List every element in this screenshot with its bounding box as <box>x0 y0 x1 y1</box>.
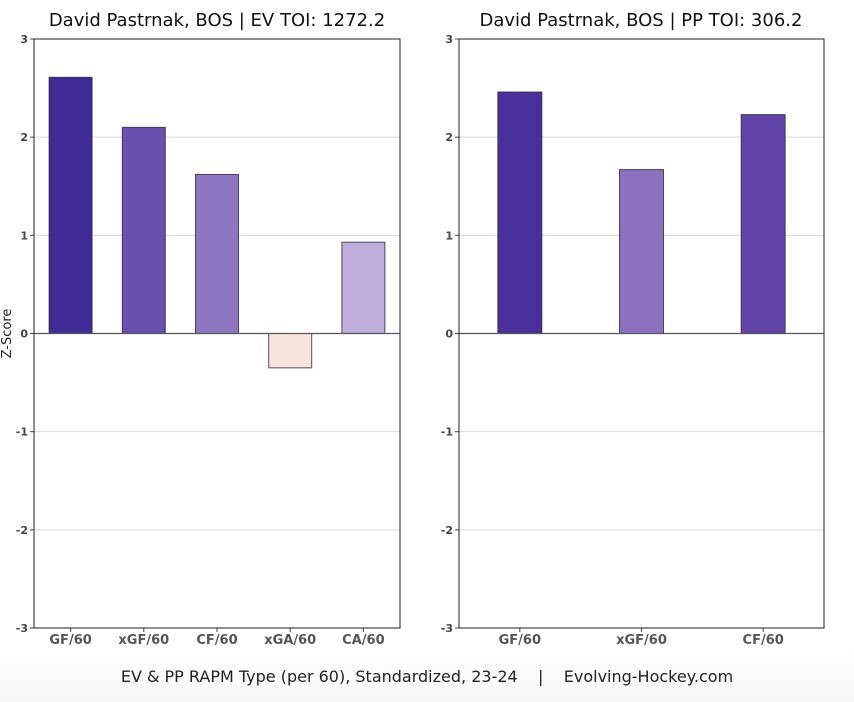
bar-cf-per-60 <box>195 173 239 334</box>
y-tick-label: -2 <box>441 524 453 537</box>
y-tick-label: -1 <box>16 426 28 439</box>
y-tick-label: 3 <box>445 33 453 46</box>
ev-chart-panel: David Pastrnak, BOS | EV TOI: 1272.2 3 2 1 0… <box>0 10 401 648</box>
y-tick-label: 0 <box>445 328 453 341</box>
y-axis-label: Z-Score <box>0 309 15 359</box>
bar-xgf-per-60 <box>619 169 664 334</box>
y-tick-label: -2 <box>16 524 28 537</box>
y-tick-label: -1 <box>441 426 453 439</box>
bar-ca-per-60 <box>341 241 386 334</box>
x-tick-label: GF/60 <box>49 633 91 648</box>
y-tick-label: 1 <box>20 229 28 242</box>
x-tick-label: xGF/60 <box>616 633 667 648</box>
x-tick-label: GF/60 <box>499 633 541 648</box>
bar-gf-per-60 <box>48 76 93 334</box>
bar-xga-per-60 <box>268 333 313 369</box>
y-tick-label: -3 <box>441 622 453 635</box>
x-tick-label: xGF/60 <box>118 633 169 648</box>
y-tick-label: 1 <box>445 229 453 242</box>
chart-title: David Pastrnak, BOS | PP TOI: 306.2 <box>480 10 803 31</box>
y-tick-label: 2 <box>20 131 28 144</box>
y-tick-label: -3 <box>16 622 28 635</box>
x-tick-label: CF/60 <box>743 633 784 648</box>
bar-gf-per-60 <box>497 91 543 335</box>
y-tick-label: 3 <box>20 33 28 46</box>
plot-frame <box>458 38 825 629</box>
y-tick-label: 2 <box>445 131 453 144</box>
chart-caption: EV & PP RAPM Type (per 60), Standardized… <box>120 667 734 686</box>
y-tick-label: 0 <box>20 328 28 341</box>
bar-cf-per-60 <box>740 114 786 334</box>
x-tick-label: xGA/60 <box>264 633 316 648</box>
x-tick-label: CA/60 <box>342 633 384 648</box>
plot-frame <box>33 38 401 629</box>
chart-title: David Pastrnak, BOS | EV TOI: 1272.2 <box>49 10 385 31</box>
pp-chart-panel: David Pastrnak, BOS | PP TOI: 306.2 3 2 1 0 -… <box>441 10 825 648</box>
bar-xgf-per-60 <box>121 126 166 334</box>
x-tick-label: CF/60 <box>196 633 237 648</box>
